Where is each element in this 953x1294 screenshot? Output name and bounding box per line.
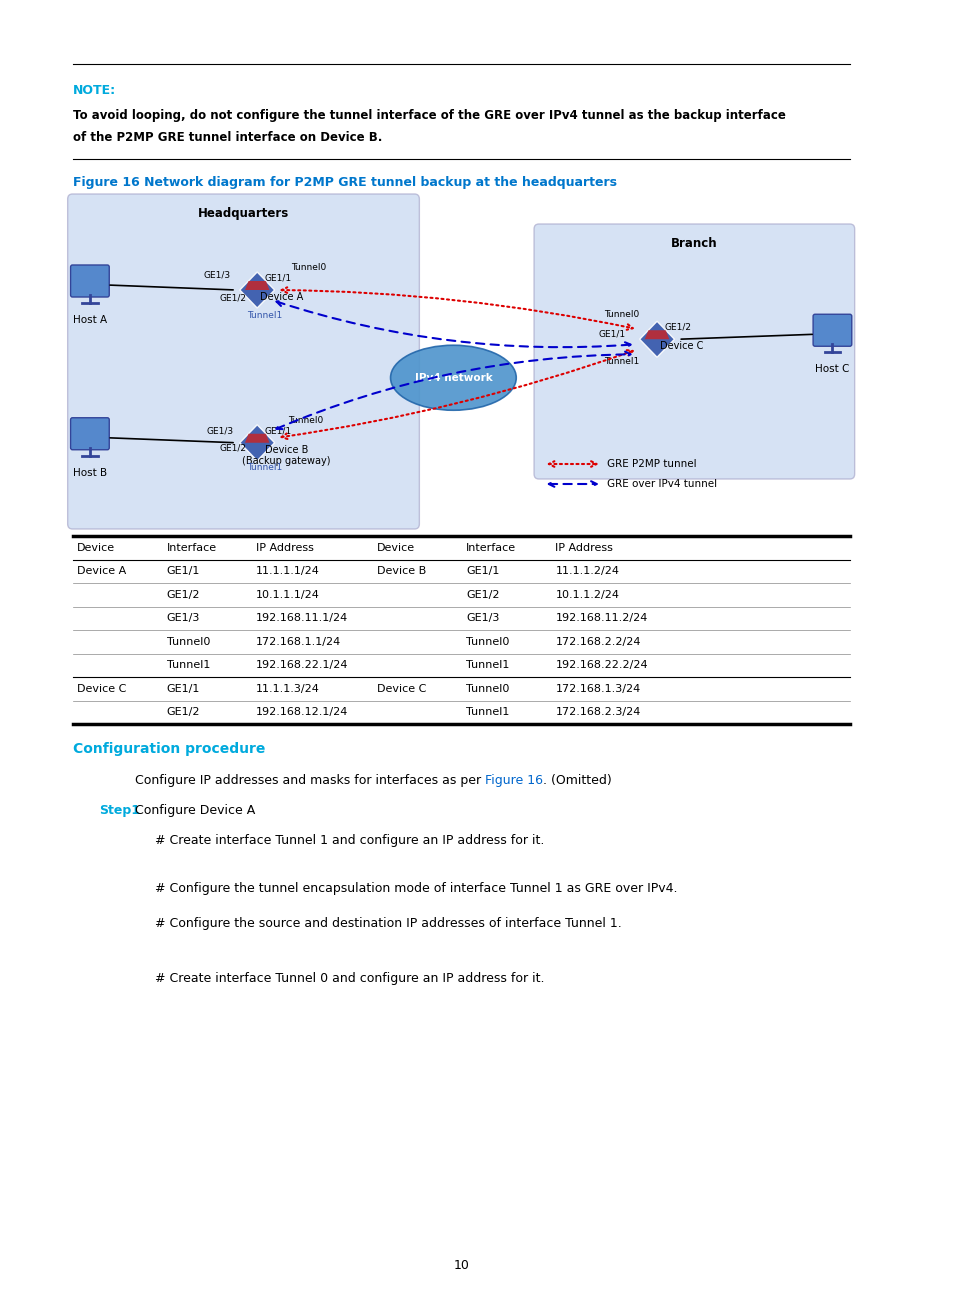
Text: 172.168.1.1/24: 172.168.1.1/24 <box>255 637 341 647</box>
Text: IP Address: IP Address <box>255 542 314 553</box>
Text: 11.1.1.3/24: 11.1.1.3/24 <box>255 683 319 694</box>
Text: 10.1.1.1/24: 10.1.1.1/24 <box>255 590 319 599</box>
Text: . (Omitted): . (Omitted) <box>543 774 612 787</box>
Ellipse shape <box>390 345 516 410</box>
Text: of the P2MP GRE tunnel interface on Device B.: of the P2MP GRE tunnel interface on Devi… <box>72 131 381 144</box>
Text: 192.168.22.1/24: 192.168.22.1/24 <box>255 660 348 670</box>
Text: Device B: Device B <box>376 567 425 576</box>
Text: GE1/1: GE1/1 <box>265 273 292 282</box>
Text: 172.168.2.3/24: 172.168.2.3/24 <box>555 708 640 717</box>
Text: 11.1.1.2/24: 11.1.1.2/24 <box>555 567 618 576</box>
Text: Tunnel1: Tunnel1 <box>465 660 509 670</box>
Text: Tunnel0: Tunnel0 <box>603 309 639 318</box>
Polygon shape <box>245 433 269 443</box>
Text: IPv4 network: IPv4 network <box>415 373 492 383</box>
Text: # Create interface Tunnel 0 and configure an IP address for it.: # Create interface Tunnel 0 and configur… <box>154 972 543 985</box>
Text: 11.1.1.1/24: 11.1.1.1/24 <box>255 567 319 576</box>
Polygon shape <box>239 424 274 461</box>
Text: Device A: Device A <box>259 292 303 302</box>
Text: Configure IP addresses and masks for interfaces as per: Configure IP addresses and masks for int… <box>135 774 485 787</box>
Text: 172.168.2.2/24: 172.168.2.2/24 <box>555 637 640 647</box>
Text: GE1/3: GE1/3 <box>207 426 233 435</box>
Text: GRE over IPv4 tunnel: GRE over IPv4 tunnel <box>606 479 716 489</box>
Text: Host A: Host A <box>72 314 107 325</box>
FancyBboxPatch shape <box>534 224 854 479</box>
Text: GRE P2MP tunnel: GRE P2MP tunnel <box>606 459 696 468</box>
Text: # Configure the source and destination IP addresses of interface Tunnel 1.: # Configure the source and destination I… <box>154 917 620 930</box>
Text: GE1/2: GE1/2 <box>167 708 200 717</box>
Text: Headquarters: Headquarters <box>197 207 289 220</box>
Text: Tunnel1: Tunnel1 <box>465 708 509 717</box>
Text: GE1/3: GE1/3 <box>465 613 498 624</box>
Text: Device C: Device C <box>376 683 426 694</box>
Polygon shape <box>245 281 269 290</box>
Text: GE1/1: GE1/1 <box>167 683 200 694</box>
Text: Host B: Host B <box>72 467 107 477</box>
Text: NOTE:: NOTE: <box>72 84 115 97</box>
Polygon shape <box>639 321 674 357</box>
Text: Tunnel0: Tunnel0 <box>465 683 509 694</box>
Text: 172.168.1.3/24: 172.168.1.3/24 <box>555 683 640 694</box>
Text: 192.168.12.1/24: 192.168.12.1/24 <box>255 708 348 717</box>
Text: Step1: Step1 <box>99 804 140 817</box>
FancyBboxPatch shape <box>812 314 851 347</box>
Text: 192.168.22.2/24: 192.168.22.2/24 <box>555 660 647 670</box>
FancyBboxPatch shape <box>68 194 419 529</box>
Text: Interface: Interface <box>465 542 516 553</box>
Text: Device A: Device A <box>77 567 127 576</box>
Text: Device C: Device C <box>77 683 127 694</box>
Text: GE1/2: GE1/2 <box>219 294 246 303</box>
Text: Tunnel1: Tunnel1 <box>167 660 210 670</box>
Text: # Create interface Tunnel 1 and configure an IP address for it.: # Create interface Tunnel 1 and configur… <box>154 835 543 848</box>
Text: GE1/1: GE1/1 <box>465 567 498 576</box>
Text: GE1/2: GE1/2 <box>219 444 246 452</box>
Text: GE1/2: GE1/2 <box>167 590 200 599</box>
Text: 10: 10 <box>453 1259 469 1272</box>
Text: IP Address: IP Address <box>555 542 613 553</box>
Text: 192.168.11.1/24: 192.168.11.1/24 <box>255 613 348 624</box>
Text: GE1/2: GE1/2 <box>465 590 499 599</box>
Text: Device: Device <box>376 542 415 553</box>
Text: Tunnel0: Tunnel0 <box>465 637 509 647</box>
Text: Tunnel0: Tunnel0 <box>167 637 210 647</box>
Text: Tunnel1: Tunnel1 <box>603 357 639 366</box>
Text: GE1/1: GE1/1 <box>598 330 625 339</box>
Text: 10.1.1.2/24: 10.1.1.2/24 <box>555 590 618 599</box>
FancyBboxPatch shape <box>71 418 110 450</box>
Text: Device B
(Backup gateway): Device B (Backup gateway) <box>242 445 330 466</box>
Text: Configure Device A: Configure Device A <box>135 804 255 817</box>
Text: Branch: Branch <box>670 237 717 250</box>
Text: Host C: Host C <box>815 364 849 374</box>
Text: Figure 16: Figure 16 <box>485 774 543 787</box>
Text: Tunnel0: Tunnel0 <box>291 264 326 273</box>
Text: Interface: Interface <box>167 542 216 553</box>
Text: GE1/3: GE1/3 <box>167 613 200 624</box>
Polygon shape <box>239 272 274 308</box>
Text: GE1/2: GE1/2 <box>664 322 691 331</box>
Text: Tunnel0: Tunnel0 <box>288 417 323 426</box>
Text: Figure 16 Network diagram for P2MP GRE tunnel backup at the headquarters: Figure 16 Network diagram for P2MP GRE t… <box>72 176 616 189</box>
Text: GE1/1: GE1/1 <box>167 567 200 576</box>
Text: # Configure the tunnel encapsulation mode of interface Tunnel 1 as GRE over IPv4: # Configure the tunnel encapsulation mod… <box>154 883 677 895</box>
Polygon shape <box>644 330 669 339</box>
Text: 192.168.11.2/24: 192.168.11.2/24 <box>555 613 647 624</box>
Text: Device: Device <box>77 542 115 553</box>
Text: GE1/1: GE1/1 <box>265 426 292 435</box>
Text: Tunnel1: Tunnel1 <box>247 311 282 320</box>
Text: Tunnel1: Tunnel1 <box>247 463 282 472</box>
Text: Device C: Device C <box>659 342 702 351</box>
FancyBboxPatch shape <box>71 265 110 298</box>
Text: To avoid looping, do not configure the tunnel interface of the GRE over IPv4 tun: To avoid looping, do not configure the t… <box>72 109 784 122</box>
Text: Configuration procedure: Configuration procedure <box>72 741 265 756</box>
Text: GE1/3: GE1/3 <box>203 270 230 280</box>
